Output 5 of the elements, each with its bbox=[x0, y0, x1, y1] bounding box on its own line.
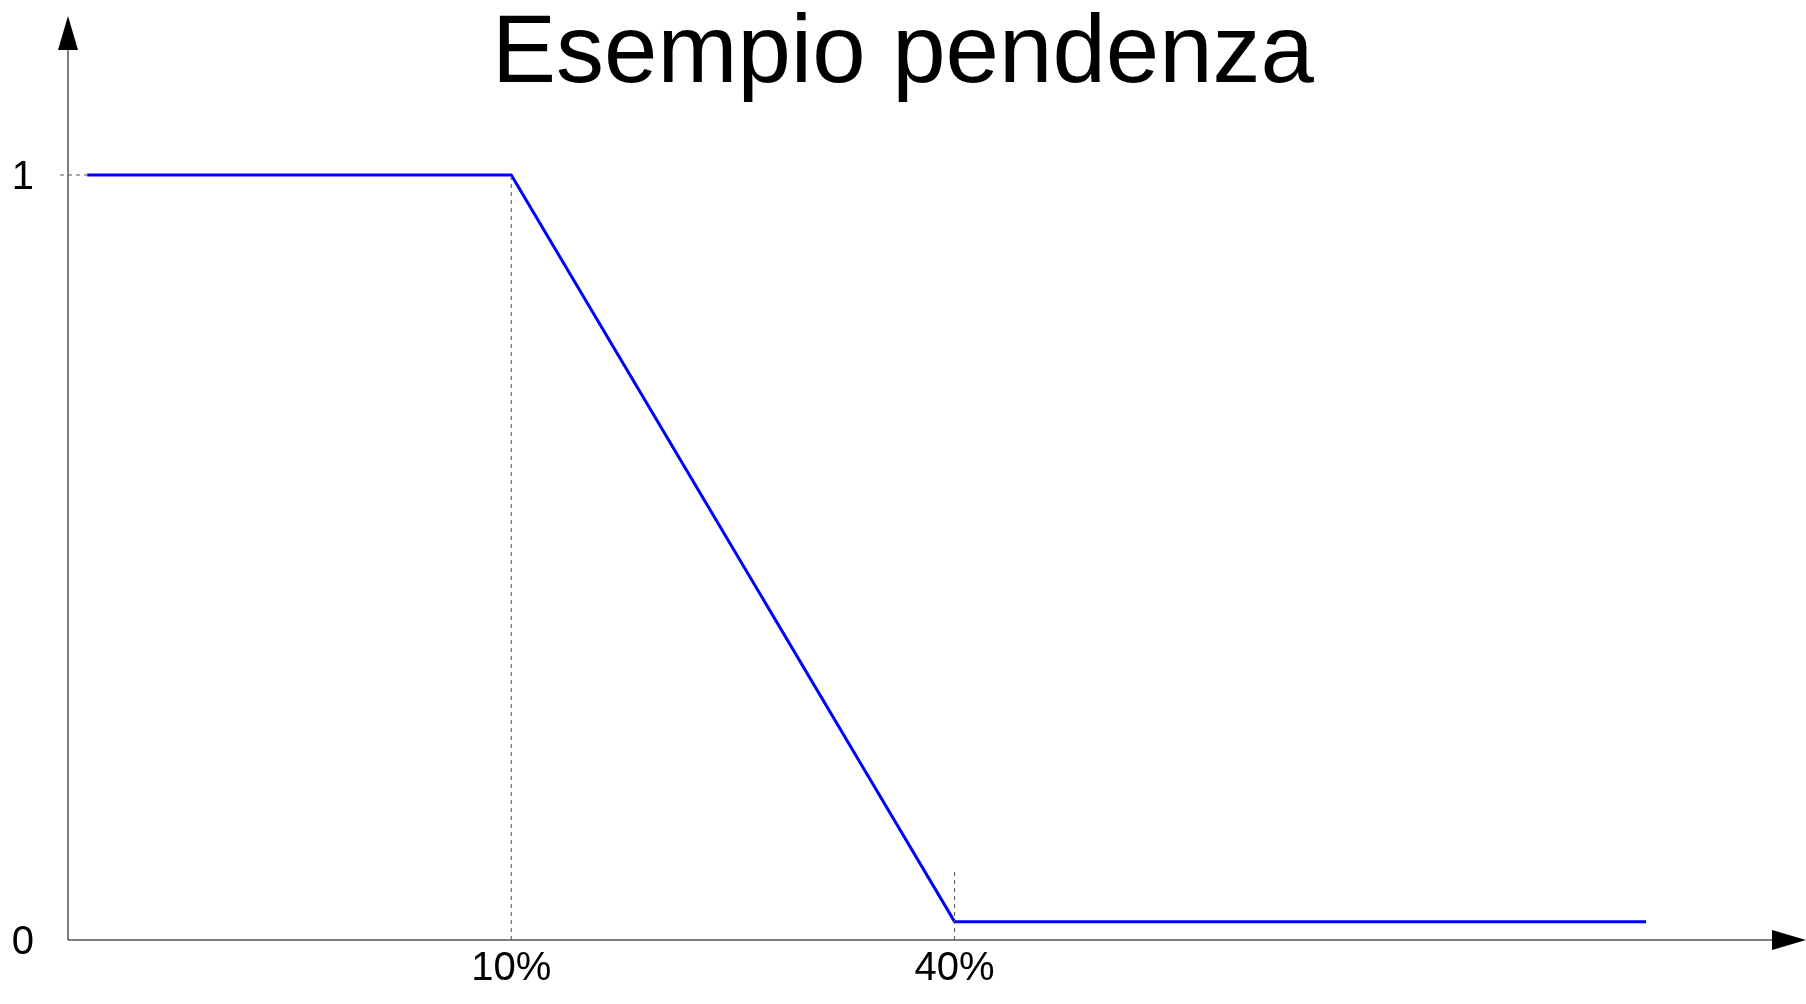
y-tick-label: 1 bbox=[11, 153, 34, 198]
x-tick-label: 40% bbox=[914, 944, 995, 989]
x-tick-label: 10% bbox=[471, 944, 552, 989]
y-tick-label: 0 bbox=[11, 918, 34, 963]
chart-title: Esempio pendenza bbox=[491, 0, 1315, 104]
